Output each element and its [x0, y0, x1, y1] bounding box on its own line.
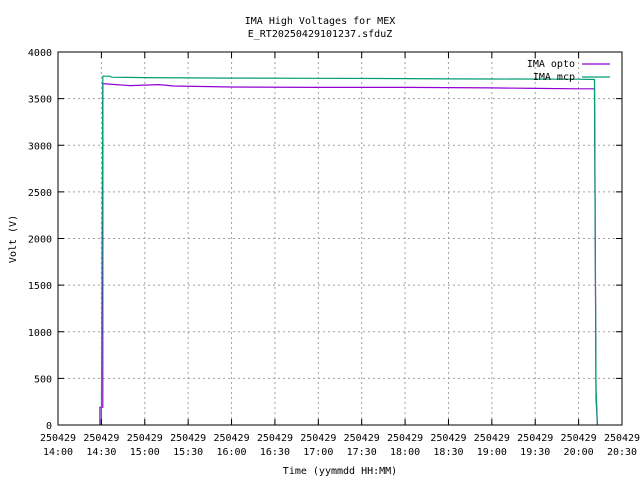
- y-tick-label: 3500: [28, 95, 52, 106]
- y-axis-label: Volt (V): [8, 215, 19, 263]
- y-tick-label: 0: [46, 421, 52, 432]
- y-tick-label: 1500: [28, 281, 52, 292]
- x-tick-time-label: 20:00: [564, 447, 594, 458]
- y-tick-label: 2500: [28, 188, 52, 199]
- x-tick-date-label: 250429: [170, 433, 206, 444]
- x-tick-date-label: 250429: [127, 433, 163, 444]
- legend: IMA opto IMA mcp: [527, 59, 610, 83]
- x-tick-date-label: 250429: [344, 433, 380, 444]
- x-tick-time-label: 19:00: [477, 447, 507, 458]
- x-tick-time-label: 17:00: [303, 447, 333, 458]
- x-tick-date-label: 250429: [300, 433, 336, 444]
- y-tick-label: 4000: [28, 48, 52, 59]
- x-tick-date-label: 250429: [430, 433, 466, 444]
- x-tick-time-label: 17:30: [347, 447, 377, 458]
- x-tick-time-label: 18:30: [433, 447, 463, 458]
- x-axis-ticks: 250429 14:00 250429 14:30 250429 15:00 250429 1…: [40, 52, 640, 458]
- x-axis-label: Time (yymmdd HH:MM): [283, 466, 397, 477]
- x-tick-time-label: 14:30: [86, 447, 116, 458]
- x-tick-time-label: 20:30: [607, 447, 637, 458]
- x-tick-time-label: 14:00: [43, 447, 73, 458]
- x-tick-date-label: 250429: [474, 433, 510, 444]
- series-line-1: [99, 83, 598, 426]
- x-tick-date-label: 250429: [387, 433, 423, 444]
- x-tick-date-label: 250429: [40, 433, 76, 444]
- x-tick-date-label: 250429: [561, 433, 597, 444]
- x-tick-time-label: 16:30: [260, 447, 290, 458]
- x-tick-time-label: 18:00: [390, 447, 420, 458]
- x-tick-time-label: 16:00: [216, 447, 246, 458]
- x-tick-time-label: 19:30: [520, 447, 550, 458]
- y-tick-label: 3000: [28, 141, 52, 152]
- y-tick-label: 1000: [28, 328, 52, 339]
- x-tick-date-label: 250429: [257, 433, 293, 444]
- x-tick-date-label: 250429: [517, 433, 553, 444]
- x-tick-time-label: 15:00: [130, 447, 160, 458]
- plot-frame: [57, 51, 623, 426]
- y-tick-label: 2000: [28, 235, 52, 246]
- chart-title: IMA High Voltages for MEX: [245, 16, 396, 27]
- x-tick-time-label: 15:30: [173, 447, 203, 458]
- grid: [58, 52, 622, 425]
- y-tick-label: 500: [34, 374, 52, 385]
- y-axis-ticks: 0 500 1000 1500 2000 2500 3000 3500 4000: [28, 48, 622, 432]
- x-tick-date-label: 250429: [83, 433, 119, 444]
- series-line-2: [100, 75, 598, 426]
- legend-label: IMA mcp: [533, 72, 575, 83]
- series-layer: [99, 75, 598, 426]
- x-tick-date-label: 250429: [213, 433, 249, 444]
- x-tick-date-label: 250429: [604, 433, 640, 444]
- legend-label: IMA opto: [527, 59, 575, 70]
- chart-subtitle: E_RT20250429101237.sfduZ: [248, 29, 393, 40]
